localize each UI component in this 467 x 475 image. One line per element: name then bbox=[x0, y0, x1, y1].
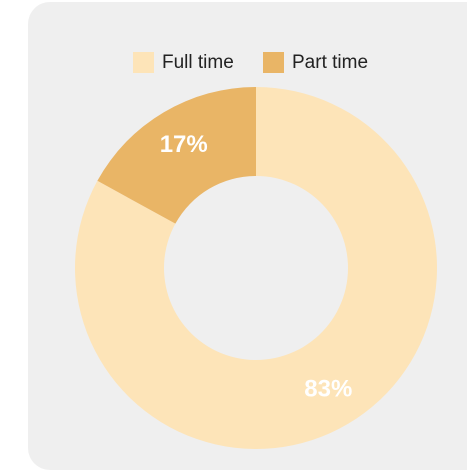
value-label: 17% bbox=[160, 131, 208, 158]
legend-text: Part time bbox=[292, 52, 368, 73]
value-label: 83% bbox=[304, 376, 352, 403]
donut-segment bbox=[97, 87, 256, 224]
donut-segment bbox=[74, 87, 437, 449]
legend-swatch bbox=[133, 52, 154, 73]
legend-swatch bbox=[263, 52, 284, 73]
legend-text: Full time bbox=[162, 52, 234, 73]
